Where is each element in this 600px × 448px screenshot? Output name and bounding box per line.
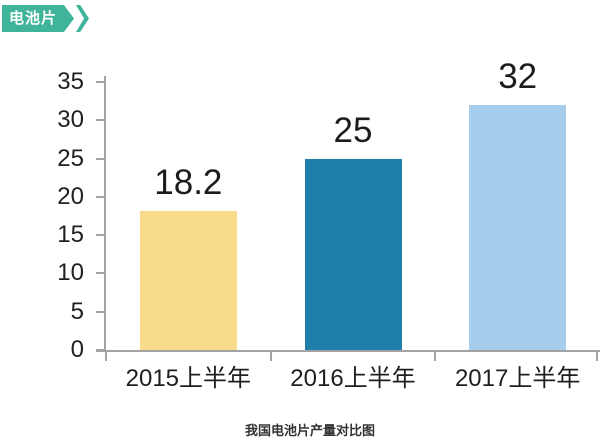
- x-axis-line: [96, 350, 600, 352]
- y-axis-tick-label: 35: [57, 68, 84, 95]
- x-axis-category-label: 2017上半年: [454, 365, 581, 392]
- y-axis-tick-label: 15: [57, 221, 84, 249]
- y-axis-tick: [96, 119, 106, 122]
- y-axis-tick: [96, 234, 106, 237]
- bar: [139, 210, 237, 350]
- y-axis-tick: [96, 272, 106, 275]
- y-axis-line: [104, 76, 106, 352]
- bar-value-label: 18.2: [154, 162, 223, 202]
- battery-cell-tag: 电池片: [2, 5, 90, 32]
- y-axis-tick-label: 25: [57, 144, 84, 172]
- bar-value-label: 32: [498, 56, 538, 96]
- y-axis-tick: [96, 157, 106, 160]
- y-axis-tick-label: 0: [70, 336, 84, 363]
- x-axis-tick: [434, 350, 437, 361]
- tag-ribbon: 电池片: [2, 5, 74, 32]
- bar-value-label: 25: [333, 110, 373, 150]
- tag-label: 电池片: [8, 10, 57, 27]
- x-axis-tick: [269, 350, 272, 361]
- x-axis-category-label: 2016上半年: [290, 365, 416, 392]
- y-axis-tick-label: 20: [57, 182, 84, 210]
- y-axis-tick-label: 10: [57, 259, 84, 287]
- y-axis-tick-label: 5: [70, 297, 84, 325]
- y-axis-tick: [96, 81, 106, 83]
- x-axis-tick: [105, 350, 107, 361]
- y-axis-tick: [96, 310, 106, 313]
- x-axis-category-label: 2015上半年: [125, 365, 252, 392]
- chart-caption: 我国电池片产量对比图: [244, 423, 375, 438]
- bar: [469, 104, 567, 350]
- y-axis-tick-label: 30: [57, 106, 84, 134]
- y-axis-tick: [96, 195, 106, 198]
- x-axis-tick: [596, 350, 598, 361]
- bar: [304, 158, 402, 350]
- y-axis-tick: [96, 349, 106, 351]
